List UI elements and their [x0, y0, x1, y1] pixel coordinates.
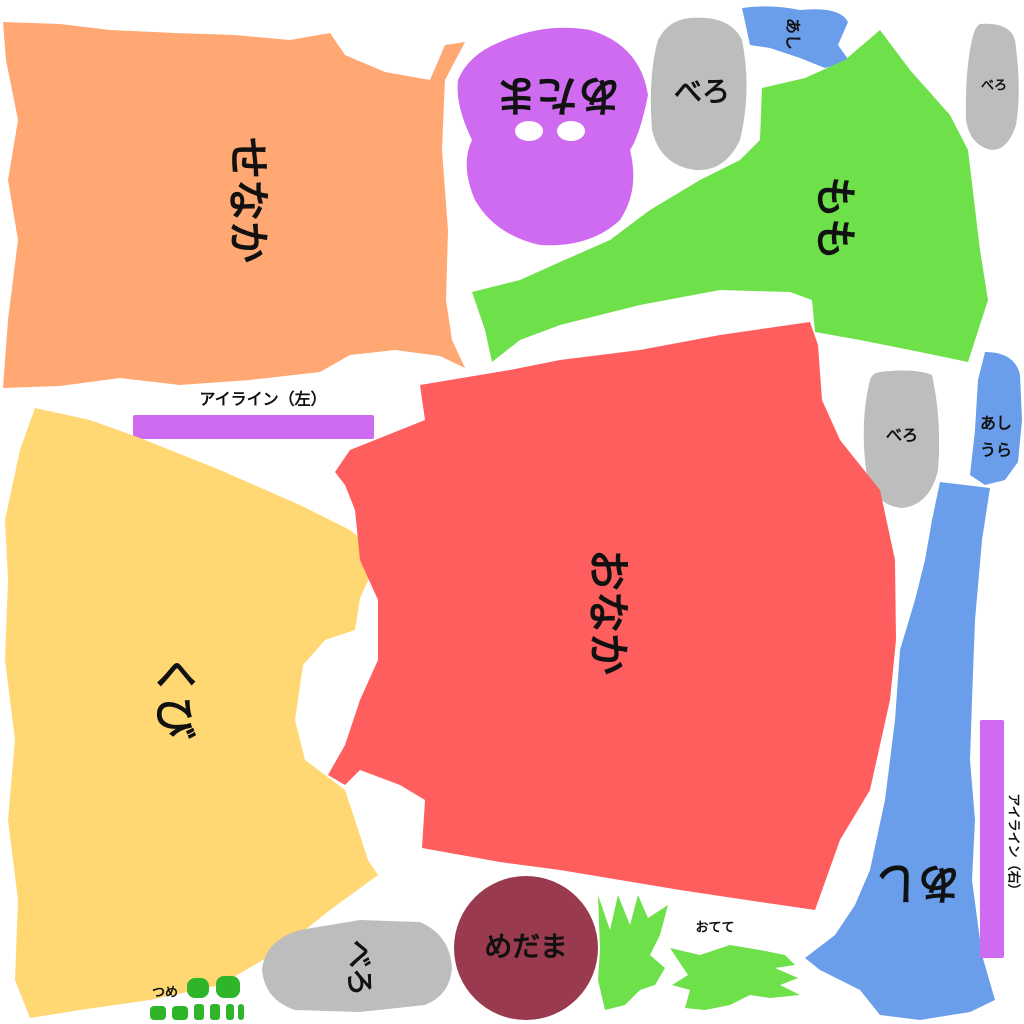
- bero-2-shape: [965, 23, 1019, 150]
- onaka-label: おなか: [584, 549, 633, 675]
- otete-part: おてて: [598, 895, 800, 1010]
- onaka-shape: [328, 322, 896, 910]
- momo-label: もも: [811, 176, 860, 260]
- tsume-piece: [172, 1006, 188, 1020]
- eyeline-right-label: アイライン（右）: [1006, 793, 1022, 896]
- ashiura-label-line-1: あし: [980, 414, 1012, 433]
- eyeline-right-part: アイライン（右）: [980, 720, 1022, 958]
- ashi-bottom-label: あし: [876, 859, 960, 908]
- bero-4-shape: [262, 920, 452, 1012]
- bero-1-shape: [650, 17, 747, 171]
- atama-shape: [457, 27, 648, 246]
- momo-part: もも: [472, 30, 988, 362]
- medama-shape: [454, 876, 598, 1020]
- bero-4-part: べろ: [262, 920, 452, 1012]
- ashi-top-part: あし: [742, 6, 850, 68]
- senaka-shape: [3, 22, 465, 388]
- medama-label: めだま: [484, 930, 567, 963]
- tsume-piece: [210, 1004, 220, 1020]
- bero-1-part: べろ: [650, 17, 747, 171]
- tsume-piece: [226, 1004, 234, 1020]
- bero-2-label: べろ: [981, 79, 1007, 94]
- eyeline-left-shape: [133, 415, 374, 439]
- eyeline-left-part: アイライン（左）: [133, 390, 374, 439]
- tsume-piece: [194, 1004, 204, 1020]
- bero-2-part: べろ: [965, 23, 1019, 150]
- momo-shape: [472, 30, 988, 362]
- senaka-part: せなか: [3, 22, 465, 388]
- senaka-label: せなか: [224, 137, 273, 263]
- atama-eye-hole-left: [515, 121, 543, 141]
- ashiura-shape: [970, 352, 1022, 485]
- ashi-top-label: あし: [784, 18, 803, 50]
- ashi-top-shape: [742, 6, 850, 68]
- kubi-label: くび: [151, 655, 200, 739]
- kubi-part: くび: [5, 408, 380, 1018]
- bero-1-label: べろ: [674, 75, 730, 108]
- kubi-shape: [5, 408, 380, 1018]
- medama-part: めだま: [454, 876, 598, 1020]
- bero-3-label: べろ: [886, 426, 918, 445]
- bero-4-label: べろ: [343, 940, 376, 996]
- bero-3-shape: [863, 370, 940, 508]
- tsume-label: つめ: [152, 986, 178, 1001]
- onaka-part: おなか: [328, 322, 896, 910]
- ashi-bottom-shape: [805, 482, 995, 1020]
- tsume-piece: [216, 976, 240, 998]
- otete-hand-right-shape: [670, 945, 800, 1010]
- otete-hand-left-shape: [598, 895, 668, 1010]
- eyeline-right-shape: [980, 720, 1004, 958]
- tsume-piece: [150, 1006, 166, 1020]
- ashiura-part: あし うら: [970, 352, 1022, 485]
- atama-eye-hole-right: [557, 121, 585, 141]
- otete-label: おてて: [695, 921, 734, 936]
- ashiura-label-line-2: うら: [980, 441, 1012, 460]
- bero-3-part: べろ: [863, 370, 940, 508]
- eyeline-left-label: アイライン（左）: [199, 390, 326, 409]
- tsume-piece: [238, 1004, 244, 1020]
- atama-part: あたま: [457, 27, 648, 246]
- tsume-piece: [187, 978, 209, 998]
- tsume-part: つめ: [150, 976, 244, 1020]
- ashi-bottom-part: あし: [805, 482, 995, 1020]
- atama-label: あたま: [496, 71, 621, 120]
